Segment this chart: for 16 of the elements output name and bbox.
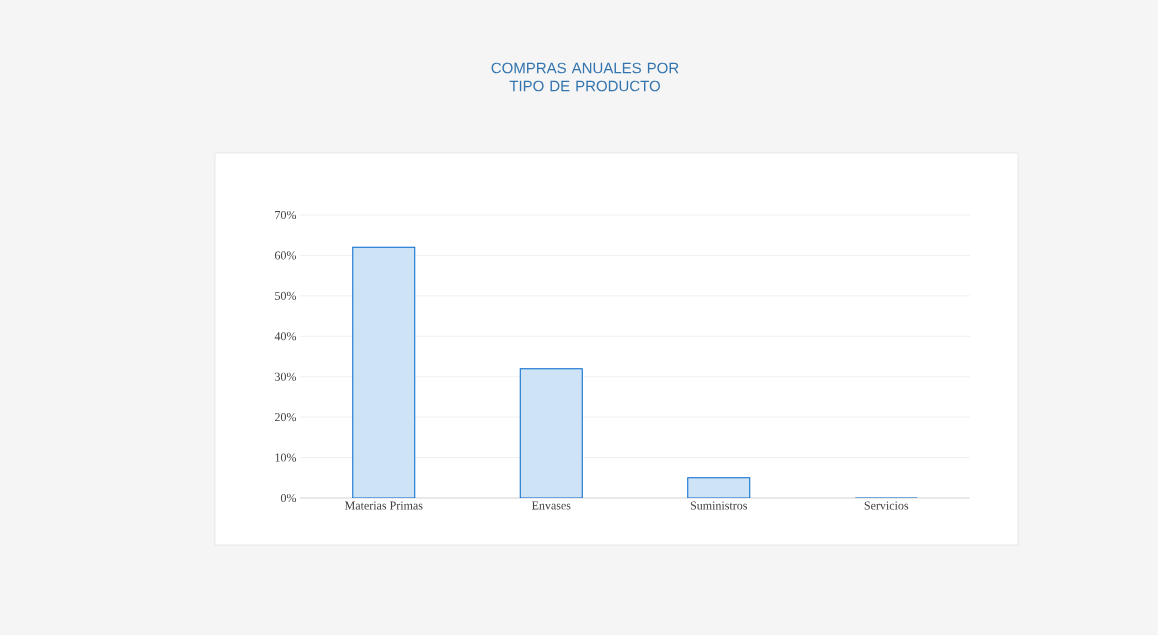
y-tick-label: 0%: [280, 493, 297, 503]
x-tick-label: Suministros: [690, 501, 747, 510]
y-tick-label: 30%: [275, 372, 297, 381]
x-tick-label: Materias Primas: [344, 501, 423, 510]
bar: [687, 477, 751, 498]
x-tick-label: Envases: [531, 501, 571, 510]
chart-title: COMPRAS ANUALES POR TIPO DE PRODUCTO: [491, 62, 679, 92]
y-tick-label: 50%: [275, 291, 297, 300]
x-tick-label: Servicios: [864, 501, 909, 510]
y-tick-label: 70%: [275, 210, 297, 220]
y-tick-label: 60%: [274, 251, 297, 260]
bar: [352, 246, 416, 498]
y-tick-label: 20%: [275, 413, 297, 422]
bar: [519, 368, 583, 498]
y-tick-label: 40%: [274, 332, 297, 341]
y-tick-label: 10%: [275, 453, 297, 462]
